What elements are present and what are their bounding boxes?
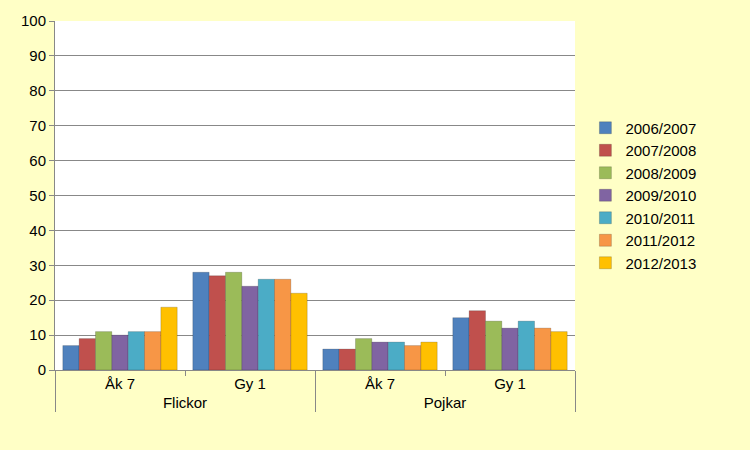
svg-text:2012/2013: 2012/2013 xyxy=(625,255,696,272)
svg-text:2008/2009: 2008/2009 xyxy=(625,165,696,182)
svg-text:90: 90 xyxy=(29,47,46,64)
svg-text:Åk 7: Åk 7 xyxy=(105,375,135,392)
svg-text:40: 40 xyxy=(29,222,46,239)
svg-text:Åk 7: Åk 7 xyxy=(365,375,395,392)
svg-text:80: 80 xyxy=(29,82,46,99)
svg-text:2007/2008: 2007/2008 xyxy=(625,142,696,159)
svg-text:Gy 1: Gy 1 xyxy=(234,375,266,392)
svg-text:2006/2007: 2006/2007 xyxy=(625,120,696,137)
svg-text:0: 0 xyxy=(38,361,46,378)
svg-text:60: 60 xyxy=(29,152,46,169)
svg-text:100: 100 xyxy=(21,12,46,29)
svg-text:2009/2010: 2009/2010 xyxy=(625,187,696,204)
svg-text:2010/2011: 2010/2011 xyxy=(625,210,695,227)
svg-text:50: 50 xyxy=(29,187,46,204)
svg-text:10: 10 xyxy=(29,326,46,343)
svg-text:70: 70 xyxy=(29,117,46,134)
svg-text:Flickor: Flickor xyxy=(163,394,207,411)
svg-text:Pojkar: Pojkar xyxy=(424,394,467,411)
svg-text:20: 20 xyxy=(29,291,46,308)
svg-text:30: 30 xyxy=(29,257,46,274)
svg-text:2011/2012: 2011/2012 xyxy=(625,232,695,249)
svg-text:Gy 1: Gy 1 xyxy=(494,375,526,392)
